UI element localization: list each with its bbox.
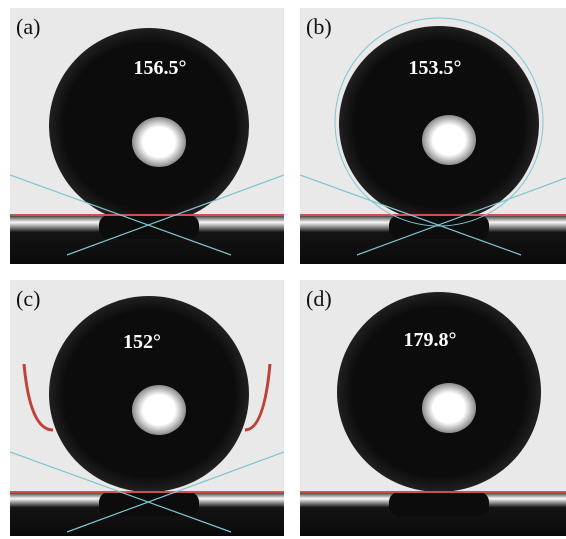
figure: (a) 156.5° (b) 153.5° (c) 152° (d) 179.8°	[0, 0, 566, 539]
contact-angle: 179.8°	[404, 329, 457, 351]
hole	[132, 117, 186, 167]
panel-content	[10, 280, 284, 536]
contact-angle: 152°	[123, 331, 161, 353]
panel-label: (b)	[306, 14, 332, 39]
contact-angle: 153.5°	[409, 57, 462, 79]
panel-label: (a)	[16, 14, 40, 39]
contact-shadow	[389, 492, 489, 516]
panel: (b) 153.5°	[300, 8, 566, 264]
contact-angle: 156.5°	[134, 57, 187, 79]
contact-shadow	[389, 215, 489, 239]
panel-content	[10, 8, 284, 264]
hole	[422, 383, 476, 433]
panel: (c) 152°	[10, 280, 284, 536]
panel-content	[300, 280, 566, 536]
panel-label: (c)	[16, 286, 40, 311]
panel: (d) 179.8°	[300, 280, 566, 536]
hole	[132, 385, 186, 435]
hole	[422, 115, 476, 165]
panel-content	[300, 8, 566, 264]
contact-shadow	[99, 215, 199, 239]
contact-shadow	[99, 492, 199, 516]
panel: (a) 156.5°	[10, 8, 284, 264]
panel-label: (d)	[306, 286, 332, 311]
